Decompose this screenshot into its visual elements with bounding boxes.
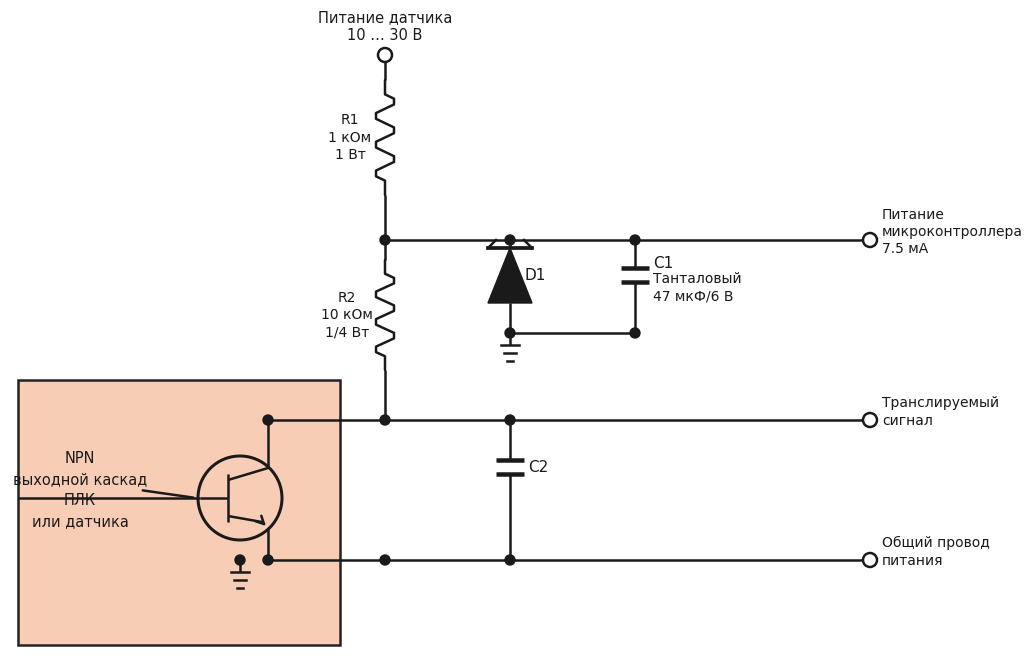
Circle shape	[505, 235, 514, 245]
Polygon shape	[488, 248, 532, 303]
Circle shape	[235, 555, 245, 565]
Circle shape	[380, 415, 390, 425]
Circle shape	[378, 48, 392, 62]
FancyBboxPatch shape	[17, 380, 340, 645]
Text: Питание
микроконтроллера
7.5 мА: Питание микроконтроллера 7.5 мА	[882, 207, 1023, 256]
Circle shape	[263, 555, 273, 565]
Circle shape	[863, 553, 877, 567]
Text: NPN
выходной каскад
ПЛК
или датчика: NPN выходной каскад ПЛК или датчика	[13, 451, 147, 529]
Circle shape	[505, 328, 514, 338]
Circle shape	[380, 555, 390, 565]
Text: Транслируемый
сигнал: Транслируемый сигнал	[882, 396, 999, 428]
Text: C1: C1	[653, 255, 673, 271]
Text: Питание датчика
10 … 30 В: Питание датчика 10 … 30 В	[318, 11, 452, 43]
Circle shape	[863, 233, 877, 247]
Circle shape	[630, 328, 640, 338]
Text: Общий провод
питания: Общий провод питания	[882, 536, 990, 568]
Circle shape	[263, 415, 273, 425]
Text: R2
10 кОм
1/4 Вт: R2 10 кОм 1/4 Вт	[321, 291, 372, 340]
Text: D1: D1	[525, 268, 546, 283]
Text: C2: C2	[528, 460, 548, 474]
Circle shape	[505, 555, 514, 565]
Circle shape	[863, 413, 877, 427]
Circle shape	[505, 415, 514, 425]
Text: Танталовый
47 мкФ/6 В: Танталовый 47 мкФ/6 В	[653, 272, 742, 303]
Circle shape	[630, 235, 640, 245]
Circle shape	[380, 235, 390, 245]
Text: R1
1 кОм
1 Вт: R1 1 кОм 1 Вт	[328, 113, 371, 162]
